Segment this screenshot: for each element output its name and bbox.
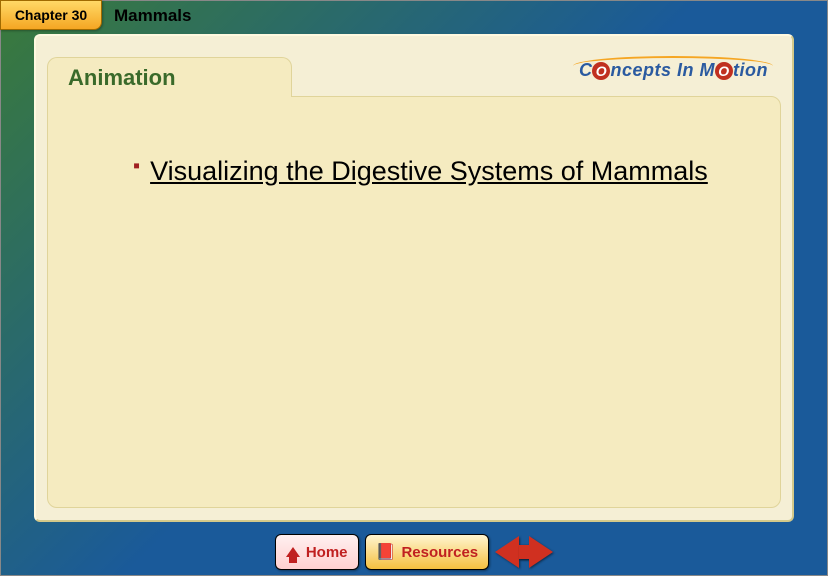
- tab-label: Animation: [68, 65, 176, 91]
- chapter-badge: Chapter 30: [0, 0, 102, 30]
- animation-link[interactable]: Visualizing the Digestive Systems of Mam…: [150, 152, 708, 191]
- chapter-number: Chapter 30: [15, 7, 87, 23]
- nav-arrows: [495, 536, 553, 568]
- next-arrow-icon[interactable]: [529, 536, 553, 568]
- resources-label: Resources: [401, 544, 478, 561]
- resources-button[interactable]: 📕 Resources: [365, 534, 490, 570]
- content-card: ▪ Visualizing the Digestive Systems of M…: [47, 96, 781, 508]
- home-button[interactable]: Home: [275, 534, 359, 570]
- book-icon: 📕: [376, 542, 396, 562]
- chapter-title: Mammals: [114, 6, 191, 26]
- bullet-icon: ▪: [133, 152, 140, 180]
- section-tab: Animation: [47, 57, 292, 97]
- concepts-in-motion-logo: COncepts In MOtion: [579, 60, 768, 81]
- footer-nav: Home 📕 Resources: [0, 528, 828, 576]
- home-label: Home: [306, 544, 348, 561]
- prev-arrow-icon[interactable]: [495, 536, 519, 568]
- home-icon: [286, 547, 300, 557]
- list-item: ▪ Visualizing the Digestive Systems of M…: [133, 152, 740, 191]
